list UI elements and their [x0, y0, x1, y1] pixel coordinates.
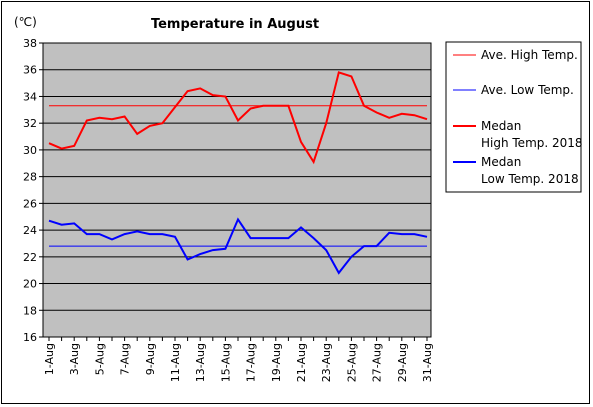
x-tick-label: 31-Aug	[421, 343, 434, 382]
y-tick-label: 16	[23, 331, 37, 344]
x-tick-label: 9-Aug	[144, 343, 157, 375]
y-tick-label: 18	[23, 304, 37, 317]
series-layer	[48, 71, 428, 275]
y-tick-label: 30	[23, 144, 37, 157]
chart-title: Temperature in August	[151, 17, 319, 32]
y-tick-label: 24	[23, 224, 37, 237]
x-tick-label: 25-Aug	[345, 343, 358, 382]
legend	[445, 41, 582, 193]
x-tick-label: 29-Aug	[396, 343, 409, 382]
y-tick-label: 36	[23, 64, 37, 77]
x-tick-label: 1-Aug	[43, 343, 56, 375]
legend-items: Ave. High Temp. Ave. Low Temp. Medan High T…	[453, 48, 583, 186]
x-tick-label: 23-Aug	[320, 343, 333, 382]
series-line-3	[48, 71, 428, 165]
gridlines	[43, 69, 431, 311]
x-axis: 1-Aug 3-Aug 5-Aug 7-Aug 9-Aug 11-Aug 13-Aug 15-…	[43, 337, 434, 382]
x-tick-label: 3-Aug	[68, 343, 81, 375]
legend-label-3-line2: High Temp. 2018	[481, 136, 583, 150]
unit-label: (℃)	[14, 15, 37, 29]
x-tick-label: 19-Aug	[270, 343, 283, 382]
legend-label-3: Medan	[481, 119, 521, 133]
y-tick-label: 38	[23, 37, 37, 50]
y-axis: 16 18 20 22 24 26 28 30 32 34 36 38	[23, 37, 43, 344]
x-tick-label: 17-Aug	[245, 343, 258, 382]
x-tick-label: 11-Aug	[169, 343, 182, 382]
y-tick-label: 20	[23, 278, 37, 291]
y-tick-label: 32	[23, 117, 37, 130]
legend-label-2: Ave. Low Temp.	[481, 83, 574, 97]
legend-label-4: Medan	[481, 155, 521, 169]
x-tick-label: 21-Aug	[295, 343, 308, 382]
x-tick-label: 15-Aug	[219, 343, 232, 382]
y-tick-label: 26	[23, 197, 37, 210]
legend-label-4-line2: Low Temp. 2018	[481, 172, 579, 186]
y-tick-label: 34	[23, 90, 37, 103]
x-tick-label: 5-Aug	[93, 343, 106, 375]
y-tick-label: 28	[23, 171, 37, 184]
x-tick-label: 7-Aug	[119, 343, 132, 375]
legend-label-1: Ave. High Temp.	[481, 48, 578, 62]
y-tick-label: 22	[23, 251, 37, 264]
plot-area	[42, 42, 432, 338]
x-tick-label: 13-Aug	[194, 343, 207, 382]
series-line-4	[48, 217, 428, 275]
x-tick-label: 27-Aug	[371, 343, 384, 382]
